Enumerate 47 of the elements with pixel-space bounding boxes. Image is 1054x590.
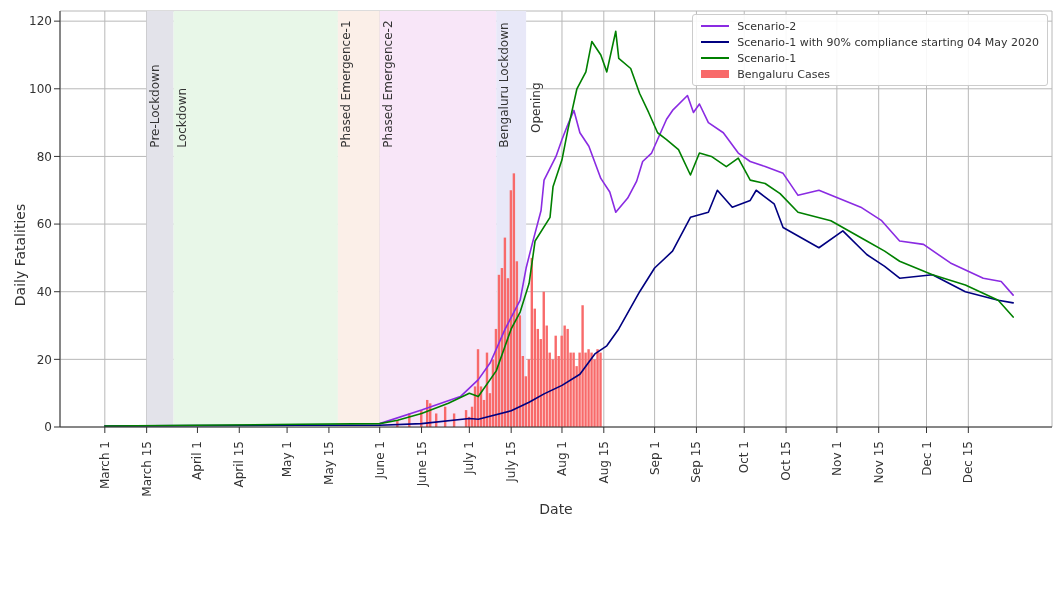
- x-tick-label: May 1: [280, 441, 295, 478]
- band-label: Bengaluru Lockdown: [497, 22, 512, 148]
- x-tick-label: Nov 1: [829, 441, 844, 476]
- x-tick-label: Dec 1: [919, 441, 934, 476]
- band-label: Lockdown: [174, 87, 189, 148]
- band-label: Phased Emergence-1: [338, 20, 353, 148]
- x-tick-label: Dec 15: [961, 441, 976, 484]
- x-tick-label: April 1: [190, 441, 205, 480]
- bar: [581, 305, 584, 427]
- x-tick-label: Oct 15: [779, 441, 794, 481]
- x-tick-label: June 1: [372, 441, 387, 480]
- x-axis-title: Date: [539, 501, 573, 517]
- y-axis-title: Daily Fatalities: [12, 203, 28, 307]
- x-tick-label: March 15: [139, 441, 154, 497]
- x-tick-label: Sep 1: [647, 441, 662, 476]
- bar: [599, 352, 602, 427]
- y-tick-label: 40: [36, 284, 52, 299]
- legend-label: Scenario-1: [737, 51, 797, 65]
- annotation: Opening: [529, 82, 544, 133]
- x-tick-label: Nov 15: [871, 441, 886, 484]
- y-tick-label: 0: [44, 420, 52, 435]
- x-tick-label: Oct 1: [737, 441, 752, 474]
- legend-label: Scenario-2: [737, 19, 797, 33]
- y-tick-label: 100: [29, 82, 52, 97]
- y-tick-label: 60: [36, 217, 52, 232]
- band-label: Phased Emergence-2: [380, 20, 395, 148]
- band-label: Pre-Lockdown: [147, 64, 162, 148]
- y-tick-label: 80: [36, 149, 52, 164]
- bar: [572, 352, 575, 427]
- x-tick-label: July 1: [462, 441, 477, 476]
- bar: [566, 328, 569, 427]
- bar: [563, 325, 566, 427]
- x-tick-label: June 15: [414, 441, 429, 488]
- y-tick-label: 120: [29, 14, 52, 29]
- x-tick-label: July 15: [504, 441, 519, 483]
- bar: [596, 349, 599, 427]
- x-tick-label: April 15: [232, 441, 247, 488]
- x-tick-label: Aug 1: [554, 441, 569, 476]
- x-tick-label: Aug 15: [596, 441, 611, 484]
- bar: [587, 349, 590, 427]
- x-tick-label: May 15: [321, 441, 336, 485]
- legend-label: Scenario-1 with 90% compliance starting 04 May 2020: [737, 35, 1039, 49]
- bar: [590, 352, 593, 427]
- x-tick-label: Sep 15: [689, 441, 704, 483]
- y-tick-label: 20: [36, 352, 52, 367]
- legend-label: Bengaluru Cases: [737, 67, 830, 81]
- x-tick-label: March 1: [97, 441, 112, 490]
